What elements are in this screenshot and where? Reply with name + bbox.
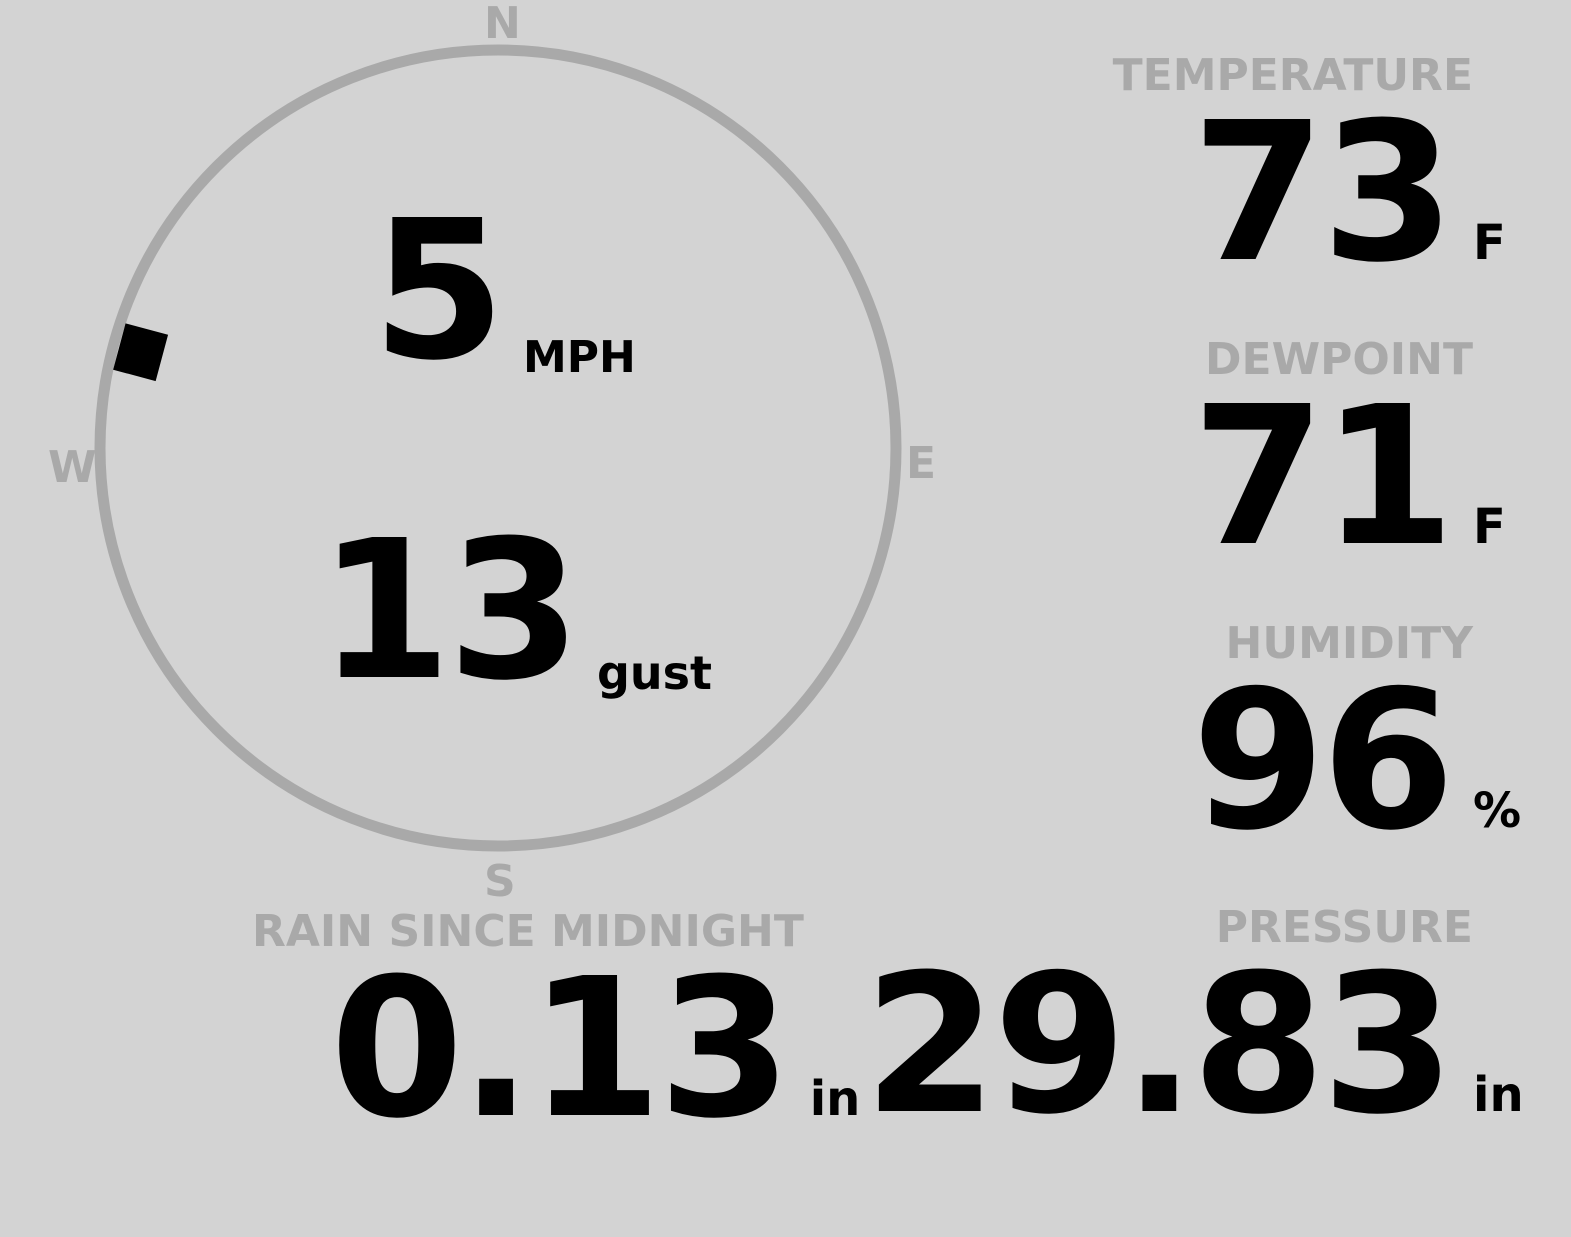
humidity-value: 96: [1191, 650, 1455, 873]
wind-gust-unit: gust: [597, 646, 713, 700]
temperature-label: TEMPERATURE: [1112, 50, 1473, 101]
temperature-value: 73: [1191, 82, 1455, 305]
dewpoint-card: DEWPOINT 71 F: [1191, 334, 1506, 589]
pressure-label: PRESSURE: [1215, 902, 1473, 953]
temperature-card: TEMPERATURE 73 F: [1112, 50, 1506, 305]
wind-compass: [94, 44, 902, 852]
wind-direction-marker: [113, 323, 169, 382]
compass-east: E: [906, 438, 937, 489]
rain-label: RAIN SINCE MIDNIGHT: [252, 906, 804, 957]
wind-gust-value: 13: [318, 500, 581, 723]
compass-west: W: [48, 442, 97, 493]
dewpoint-label: DEWPOINT: [1205, 334, 1473, 385]
rain-card: RAIN SINCE MIDNIGHT 0.13 in: [252, 910, 860, 1146]
compass-south: S: [484, 856, 516, 907]
compass-ring: [94, 44, 902, 852]
humidity-label: HUMIDITY: [1225, 618, 1473, 669]
compass-north: N: [484, 0, 521, 49]
humidity-card: HUMIDITY 96%: [1191, 618, 1522, 873]
rain-unit: in: [809, 1071, 861, 1127]
wind-speed-value: 5: [372, 180, 506, 403]
wind-speed-unit: MPH: [523, 332, 636, 383]
dewpoint-value: 71: [1191, 366, 1455, 589]
rain-value: 0.13: [330, 938, 792, 1161]
pressure-value: 29.83: [863, 934, 1455, 1157]
pressure-card: PRESSURE 29.83 in: [863, 902, 1524, 1157]
